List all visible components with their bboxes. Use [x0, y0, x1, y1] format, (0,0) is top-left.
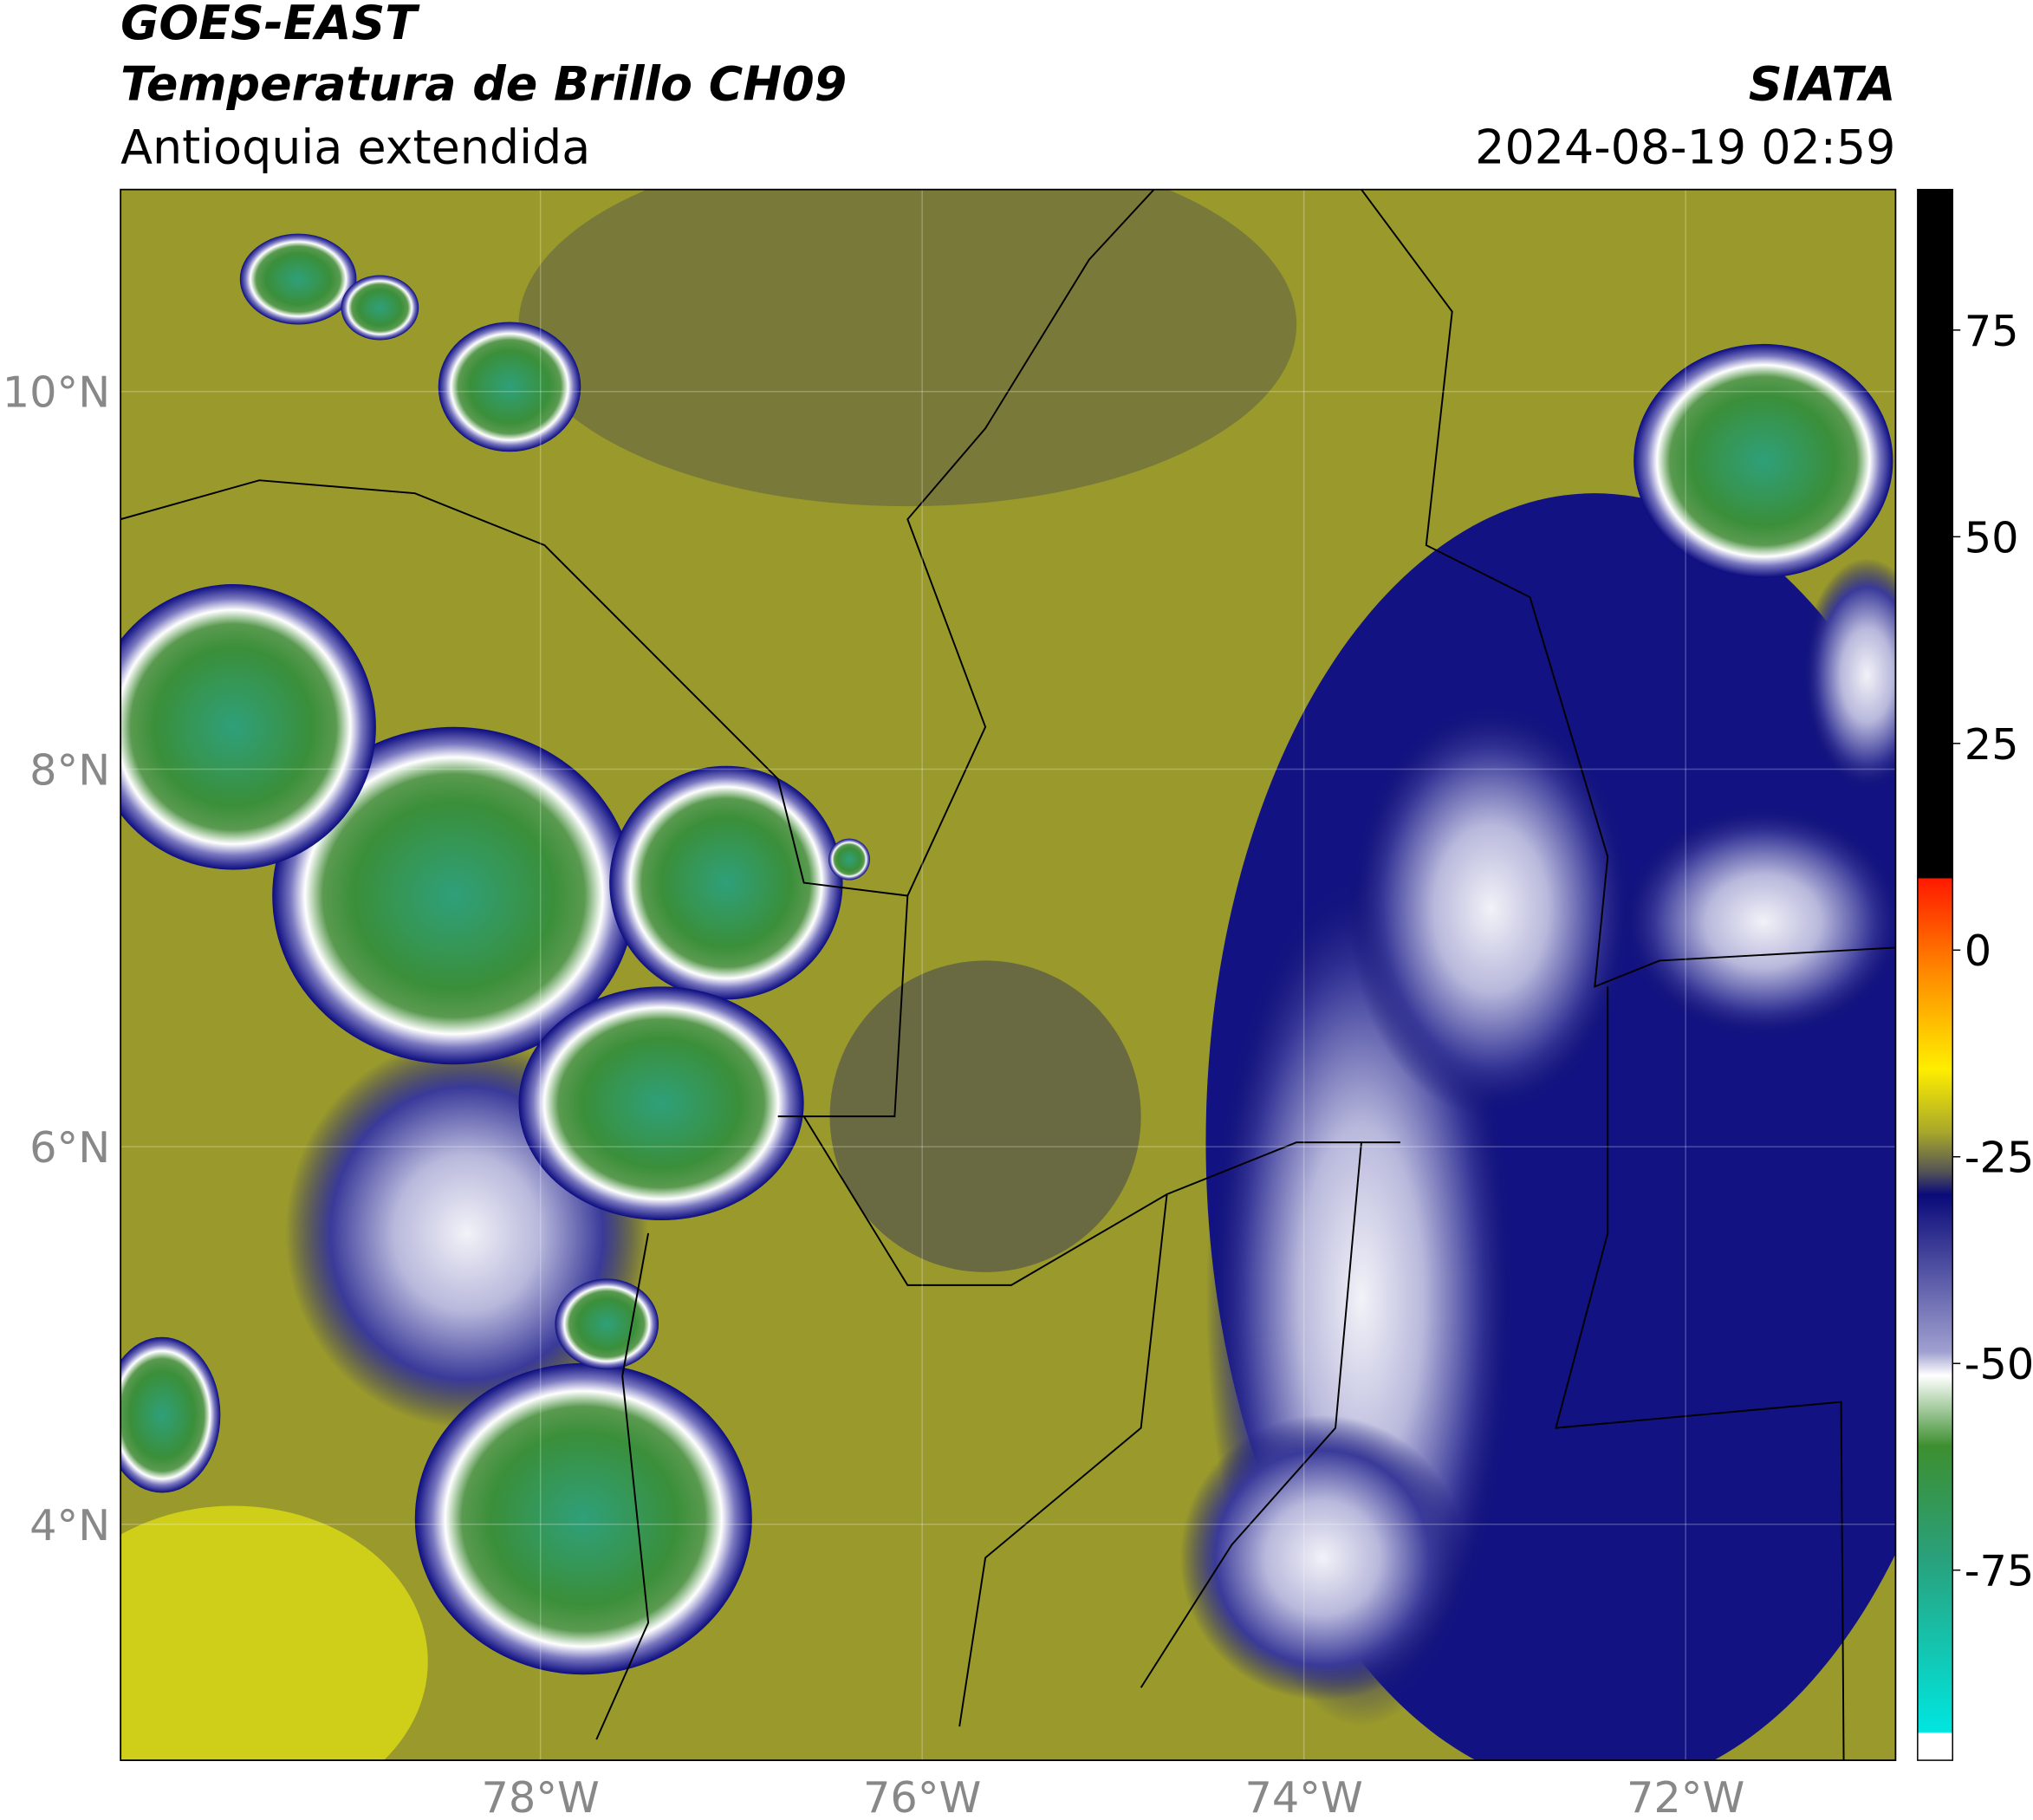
colorbar-tick-label: 75	[1965, 306, 2019, 356]
colorbar-tick-label: 0	[1965, 926, 1991, 976]
x-tick-label: 74°W	[1244, 1772, 1362, 1820]
region: Antioquia extendida	[120, 120, 590, 175]
map-frame	[120, 188, 1897, 1761]
colorbar-tick-label: -50	[1965, 1339, 2033, 1389]
product: Temperatura de Brillo CH09	[120, 56, 847, 111]
colorbar-tick-label: 25	[1965, 719, 2019, 770]
x-tick-label: 72°W	[1627, 1772, 1744, 1820]
satellite-image	[120, 189, 1896, 1761]
satellite: GOES-EAST	[120, 0, 420, 50]
x-tick-label: 78°W	[482, 1772, 600, 1820]
colorbar	[1917, 188, 1953, 1761]
source: SIATA	[1749, 56, 1896, 111]
y-tick-label: 4°N	[29, 1500, 110, 1550]
colorbar-tick-label: 50	[1965, 512, 2019, 562]
y-tick-label: 6°N	[29, 1122, 110, 1173]
x-tick-label: 76°W	[863, 1772, 981, 1820]
colorbar-tick-label: -25	[1965, 1133, 2033, 1183]
grid	[120, 189, 1896, 1761]
datetime: 2024-08-19 02:59	[1475, 120, 1895, 175]
y-tick-label: 10°N	[3, 367, 110, 418]
colorbar-tick-label: -75	[1965, 1546, 2033, 1596]
y-tick-label: 8°N	[29, 744, 110, 795]
